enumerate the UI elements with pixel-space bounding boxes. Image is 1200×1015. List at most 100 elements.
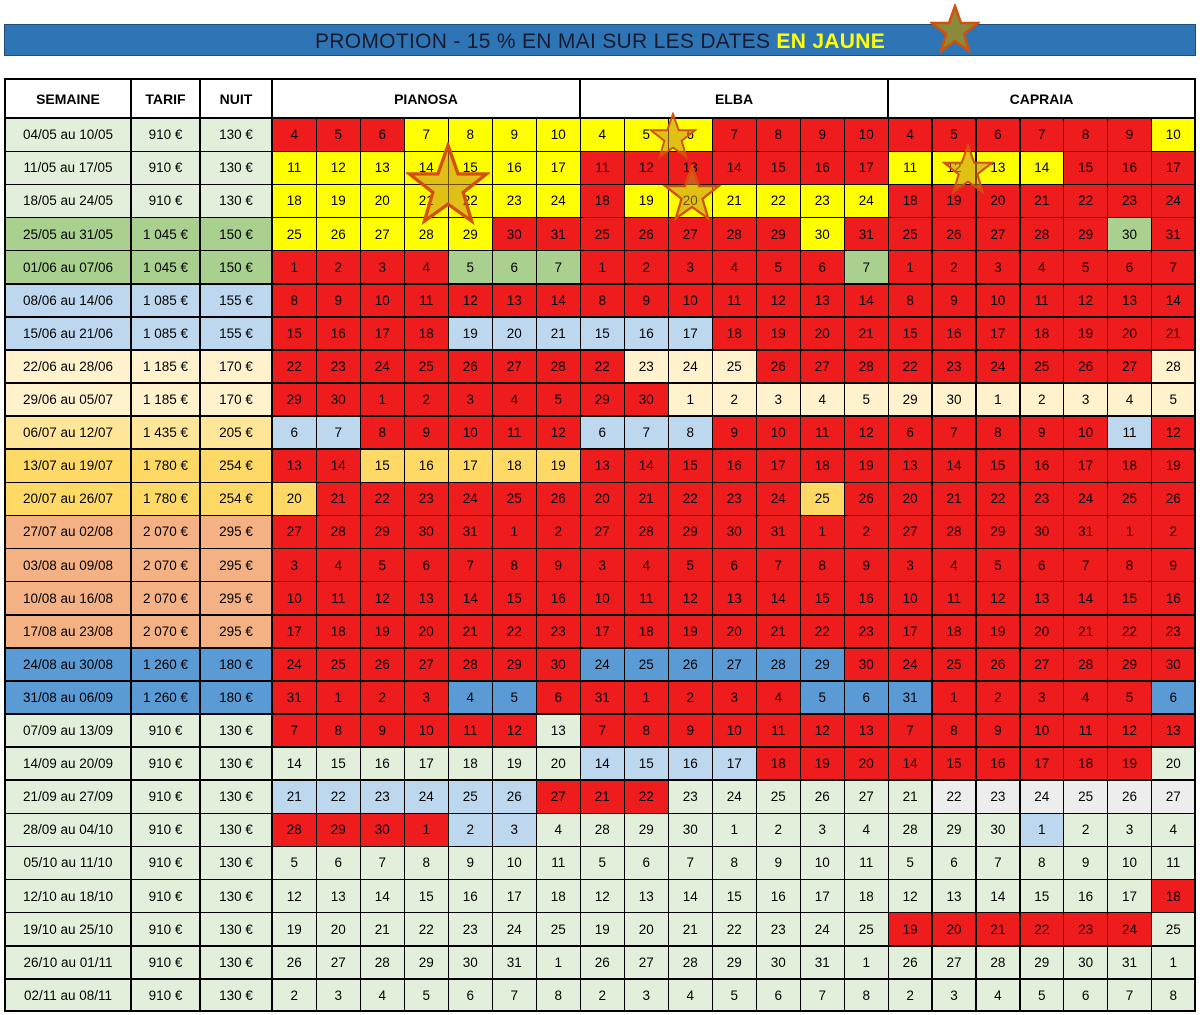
week-cell: 04/05 au 10/05 — [5, 118, 131, 152]
day-cell: 3 — [404, 680, 449, 715]
header-island-elba: ELBA — [580, 79, 888, 118]
night-cell: 155 € — [200, 283, 272, 318]
day-cell: 10 — [888, 581, 933, 615]
day-cell: 5 — [975, 548, 1021, 582]
day-cell: 31 — [492, 945, 537, 980]
night-cell: 180 € — [200, 680, 272, 715]
day-cell: 6 — [1063, 978, 1108, 1013]
day-cell: 22 — [668, 482, 713, 516]
week-cell: 29/06 au 05/07 — [5, 382, 131, 417]
day-cell: 6 — [931, 846, 977, 880]
week-cell: 20/07 au 26/07 — [5, 482, 131, 516]
day-cell: 10 — [1107, 846, 1152, 880]
day-cell: 26 — [975, 647, 1021, 682]
day-cell: 20 — [492, 316, 537, 351]
rate-cell: 910 € — [131, 879, 200, 913]
day-cell: 24 — [1151, 184, 1196, 218]
day-cell: 17 — [844, 151, 889, 185]
day-cell: 22 — [448, 184, 493, 218]
day-cell: 27 — [712, 647, 757, 682]
day-cell: 22 — [931, 780, 977, 814]
day-cell: 24 — [756, 482, 801, 516]
rate-cell: 1 045 € — [131, 250, 200, 284]
day-cell: 31 — [1063, 515, 1108, 549]
day-cell: 4 — [888, 118, 933, 152]
day-cell: 11 — [580, 151, 625, 185]
day-cell: 14 — [712, 151, 757, 185]
rate-cell: 2 070 € — [131, 614, 200, 649]
rate-cell: 2 070 € — [131, 581, 200, 615]
day-cell: 12 — [448, 283, 493, 318]
day-cell: 18 — [404, 316, 449, 351]
day-cell: 25 — [712, 349, 757, 384]
night-cell: 295 € — [200, 548, 272, 582]
day-cell: 14 — [756, 581, 801, 615]
day-cell: 25 — [404, 349, 449, 384]
night-cell: 170 € — [200, 349, 272, 384]
day-cell: 6 — [624, 846, 669, 880]
day-cell: 20 — [800, 316, 845, 351]
day-cell: 27 — [272, 515, 317, 549]
day-cell: 25 — [316, 647, 361, 682]
night-cell: 130 € — [200, 846, 272, 880]
day-cell: 4 — [668, 978, 713, 1013]
day-cell: 8 — [668, 415, 713, 450]
day-cell: 30 — [1107, 217, 1152, 251]
day-cell: 26 — [1063, 349, 1108, 384]
day-cell: 16 — [975, 746, 1021, 781]
day-cell: 17 — [668, 316, 713, 351]
day-cell: 27 — [844, 780, 889, 814]
day-cell: 1 — [580, 250, 625, 284]
day-cell: 1 — [624, 680, 669, 715]
day-cell: 23 — [1107, 184, 1152, 218]
day-cell: 5 — [492, 680, 537, 715]
day-cell: 16 — [800, 151, 845, 185]
day-cell: 22 — [1107, 614, 1152, 649]
day-cell: 16 — [931, 316, 977, 351]
day-cell: 8 — [800, 548, 845, 582]
day-cell: 3 — [492, 813, 537, 847]
day-cell: 26 — [272, 945, 317, 980]
day-cell: 5 — [536, 382, 581, 417]
day-cell: 31 — [536, 217, 581, 251]
header-island-capraia: CAPRAIA — [888, 79, 1195, 118]
day-cell: 10 — [712, 713, 757, 748]
day-cell: 19 — [536, 449, 581, 483]
day-cell: 8 — [316, 713, 361, 748]
day-cell: 30 — [492, 217, 537, 251]
day-cell: 9 — [404, 415, 449, 450]
day-cell: 30 — [316, 382, 361, 417]
day-cell: 27 — [1107, 349, 1152, 384]
day-cell: 1 — [316, 680, 361, 715]
day-cell: 2 — [888, 978, 933, 1013]
day-cell: 4 — [272, 118, 317, 152]
day-cell: 15 — [360, 449, 405, 483]
day-cell: 2 — [316, 250, 361, 284]
week-cell: 12/10 au 18/10 — [5, 879, 131, 913]
day-cell: 24 — [536, 184, 581, 218]
day-cell: 2 — [844, 515, 889, 549]
day-cell: 3 — [712, 680, 757, 715]
night-cell: 130 € — [200, 118, 272, 152]
rate-cell: 1 085 € — [131, 283, 200, 318]
day-cell: 17 — [712, 746, 757, 781]
day-cell: 26 — [316, 217, 361, 251]
day-cell: 13 — [800, 283, 845, 318]
day-cell: 3 — [931, 978, 977, 1013]
day-cell: 28 — [624, 515, 669, 549]
day-cell: 16 — [1151, 581, 1196, 615]
day-cell: 5 — [1063, 250, 1108, 284]
day-cell: 20 — [1107, 316, 1152, 351]
day-cell: 5 — [1151, 382, 1196, 417]
day-cell: 21 — [272, 780, 317, 814]
day-cell: 23 — [844, 614, 889, 649]
day-cell: 12 — [1151, 415, 1196, 450]
day-cell: 2 — [536, 515, 581, 549]
night-cell: 130 € — [200, 912, 272, 946]
day-cell: 23 — [1151, 614, 1196, 649]
day-cell: 25 — [844, 912, 889, 946]
day-cell: 15 — [668, 449, 713, 483]
day-cell: 25 — [800, 482, 845, 516]
day-cell: 8 — [931, 713, 977, 748]
day-cell: 23 — [404, 482, 449, 516]
